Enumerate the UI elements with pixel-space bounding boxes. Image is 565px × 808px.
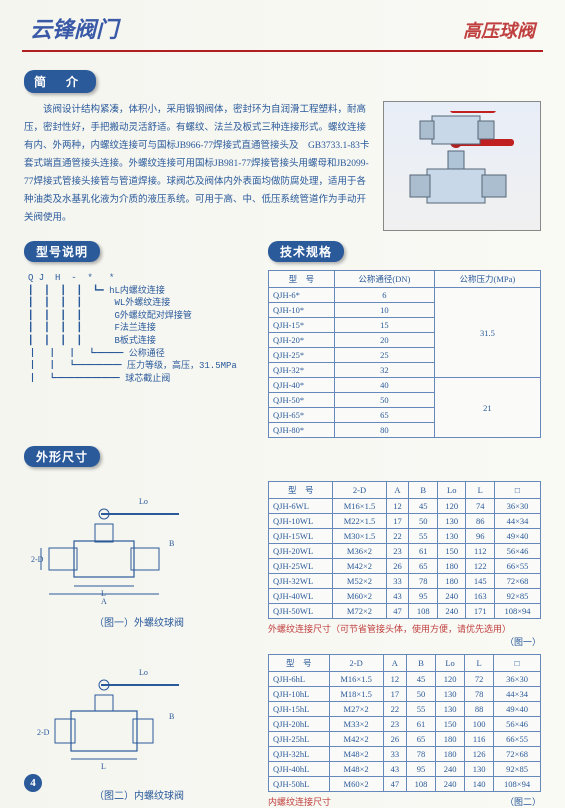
model-line: ┃ ┃ ┃ ┃ ┗━ hL内螺纹连接 <box>28 285 254 298</box>
dim-row: QJH-50WLM72×247108240171108×94 <box>269 604 541 619</box>
dim-row: QJH-20hLM33×2236115010056×46 <box>269 717 541 732</box>
dim-row: QJH-6hLM16×1.512451207236×30 <box>269 672 541 687</box>
model-line: ┃ ┗━━━━━━━ 球芯截止阀 <box>28 373 254 386</box>
category-title: 高压球阀 <box>463 17 535 43</box>
product-photo <box>383 101 541 231</box>
model-line: ┃ ┃ ┃ ┃ WL外螺纹连接 <box>28 297 254 310</box>
dimension-table-2: 型 号2-DABLoL□QJH-6hLM16×1.512451207236×30… <box>268 654 541 792</box>
model-line: ┃ ┃ ┃ ┃ F法兰连接 <box>28 322 254 335</box>
section-spec-title: 技术规格 <box>268 241 344 262</box>
section-intro-title: 简 介 <box>24 70 96 93</box>
dim-row: QJH-40WLM60×2439524016392×85 <box>269 589 541 604</box>
model-line: ┃ ┃ ┃ ┃ G外螺纹配对焊接管 <box>28 310 254 323</box>
model-line: Q J H - * * <box>28 272 254 285</box>
model-line: ┃ ┃ ┃ ┗━━━ 公称通径 <box>28 348 254 361</box>
dim2-note-right: （图二） <box>505 795 541 808</box>
svg-text:A: A <box>101 597 107 606</box>
dim-row: QJH-40hLM48×2439524013092×85 <box>269 762 541 777</box>
spec-row: QJH-40*4021 <box>269 378 541 393</box>
svg-text:B: B <box>169 712 174 721</box>
brand-title: 云锋阀门 <box>30 12 118 44</box>
dim-row: QJH-32hLM48×2337818012672×68 <box>269 747 541 762</box>
dim-row: QJH-50hLM60×247108240140108×94 <box>269 777 541 792</box>
svg-text:Lo: Lo <box>139 668 148 677</box>
dim-row: QJH-32WLM52×2337818014572×68 <box>269 574 541 589</box>
dimension-figure-1: 2-D L A B Lo <box>24 481 204 611</box>
dim1-note-right: （图一） <box>505 635 541 648</box>
dim-row: QJH-10WLM22×1.517501308644×34 <box>269 514 541 529</box>
model-line: ┃ ┃ ┗━━━━━ 压力等级，高压，31.5MPa <box>28 360 254 373</box>
dim-row: QJH-10hLM18×1.517501307844×34 <box>269 687 541 702</box>
dim-row: QJH-25hLM42×2266518011666×55 <box>269 732 541 747</box>
dimension-figure-2: L B 2-D Lo <box>24 654 204 784</box>
dim-row: QJH-25WLM42×2266518012266×55 <box>269 559 541 574</box>
dim2-note: 内螺纹连接尺寸 <box>268 797 331 807</box>
model-code-diagram: Q J H - * *┃ ┃ ┃ ┃ ┗━ hL内螺纹连接┃ ┃ ┃ ┃ WL外… <box>24 270 254 391</box>
dim1-note: 外螺纹连接尺寸（可节省管接头体，使用方便，请优先选用） <box>268 624 511 634</box>
svg-text:2-D: 2-D <box>31 555 44 564</box>
dimension-table-1: 型 号2-DABLoL□QJH-6WLM16×1.512451207436×30… <box>268 481 541 619</box>
dim-row: QJH-6WLM16×1.512451207436×30 <box>269 499 541 514</box>
dim-row: QJH-15hLM27×222551308849×40 <box>269 702 541 717</box>
svg-text:2-D: 2-D <box>37 728 50 737</box>
section-model-title: 型号说明 <box>24 241 100 262</box>
figure-1-caption: （图一）外螺纹球阀 <box>24 614 254 629</box>
svg-text:Lo: Lo <box>139 497 148 506</box>
spec-row: QJH-6*631.5 <box>269 288 541 303</box>
section-dim-title: 外形尺寸 <box>24 446 100 467</box>
dim-row: QJH-20WLM36×2236115011256×46 <box>269 544 541 559</box>
page-number: 4 <box>24 774 42 792</box>
model-line: ┃ ┃ ┃ ┃ B板式连接 <box>28 335 254 348</box>
intro-paragraph: 该阀设计结构紧凑，体积小，采用锻钢阀体，密封环为自润滑工程塑料，耐高压，密封性好… <box>24 101 371 231</box>
header-divider <box>22 50 543 52</box>
svg-text:B: B <box>169 539 174 548</box>
dim-row: QJH-15WLM30×1.522551309649×40 <box>269 529 541 544</box>
svg-text:L: L <box>101 762 106 771</box>
spec-table: 型 号公称通径(DN)公称压力(MPa)QJH-6*631.5QJH-10*10… <box>268 270 541 438</box>
